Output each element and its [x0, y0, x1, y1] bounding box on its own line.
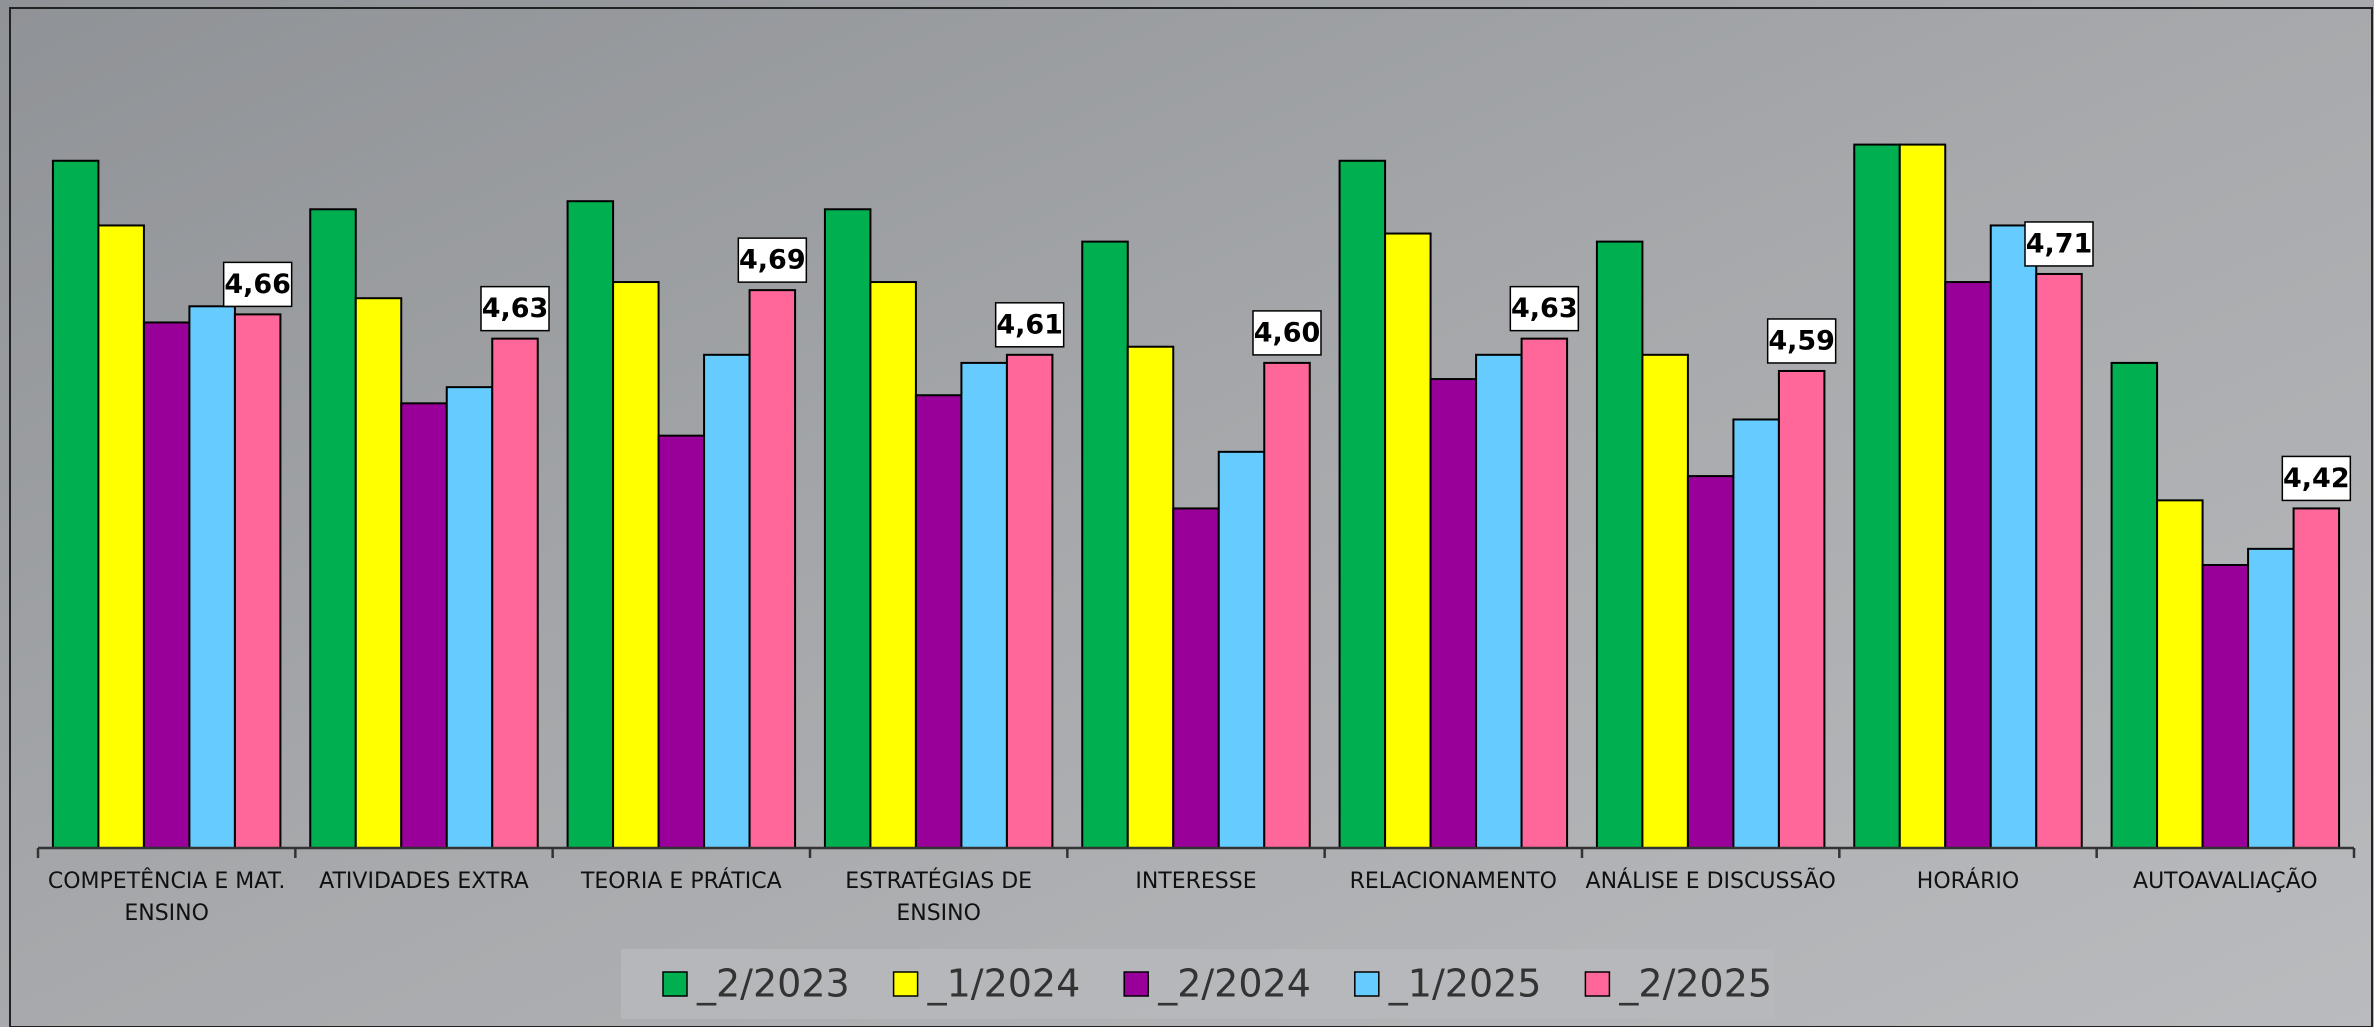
bar	[1641, 353, 1689, 849]
x-tick-label: INTERESSE	[1135, 869, 1257, 894]
data-label-box	[1252, 310, 1322, 356]
bar	[491, 337, 539, 849]
bar	[869, 281, 917, 849]
legend-swatch	[662, 971, 688, 997]
bar	[2292, 507, 2341, 849]
bar	[823, 208, 872, 849]
legend-swatch	[1584, 971, 1611, 997]
x-tick-label: TEORIA E PRÁTICA	[580, 869, 782, 894]
data-label: 4,71	[2026, 228, 2093, 259]
x-tick-label: ATIVIDADES EXTRA	[319, 869, 529, 894]
bar	[309, 208, 357, 849]
x-tick-label-box: INTERESSE	[1135, 869, 1257, 894]
bar	[1217, 450, 1266, 849]
legend-label: _2/2023	[696, 962, 850, 1006]
legend-label: _2/2024	[1157, 962, 1311, 1006]
data-label-box	[1509, 285, 1580, 332]
bar	[1853, 143, 1901, 849]
x-tick-label-box: AUTOAVALIAÇÃO	[2133, 869, 2318, 894]
bar	[1732, 418, 1780, 849]
bar	[1081, 240, 1129, 850]
bar	[445, 386, 494, 849]
bar	[914, 394, 963, 849]
bar	[51, 159, 100, 850]
bar	[612, 281, 660, 849]
x-tick-label: AUTOAVALIAÇÃO	[2133, 869, 2318, 894]
legend-label: _1/2025	[1388, 962, 1542, 1006]
x-tick-label: RELACIONAMENTO	[1349, 869, 1558, 894]
bar	[1898, 143, 1947, 849]
x-tick-label-box: RELACIONAMENTO	[1349, 869, 1558, 894]
legend-box	[621, 949, 1774, 1019]
data-label: 4,42	[2283, 463, 2350, 494]
bar	[354, 297, 403, 849]
legend-label: _2/2025	[1618, 962, 1772, 1006]
bar	[1126, 345, 1175, 849]
bar	[960, 361, 1008, 849]
data-label: 4,66	[224, 269, 291, 300]
x-tick-label: ANÁLISE E DISCUSSÃO	[1585, 869, 1836, 894]
legend-label: _1/2024	[927, 962, 1081, 1006]
x-tick-label: ESTRATÉGIAS DE ENSINO	[845, 869, 1033, 926]
bar	[1005, 353, 1054, 849]
bar	[400, 402, 448, 849]
bar	[1686, 475, 1735, 849]
bar	[233, 313, 282, 849]
bar	[188, 305, 236, 850]
data-label-box	[994, 302, 1065, 348]
bar	[2156, 499, 2204, 849]
bar	[2035, 272, 2083, 849]
data-label: 4,61	[996, 309, 1063, 340]
bar	[2201, 564, 2250, 850]
x-tick-label: HORÁRIO	[1916, 869, 2020, 894]
bar	[703, 353, 751, 849]
data-label-box	[737, 237, 808, 283]
bar	[97, 224, 145, 849]
legend-swatch	[892, 971, 919, 997]
x-tick-label-box: ATIVIDADES EXTRA	[319, 869, 529, 894]
data-label-box	[222, 261, 293, 308]
data-label: 4,59	[1768, 325, 1835, 356]
bar	[1429, 378, 1478, 849]
bar	[142, 321, 191, 849]
data-label: 4,60	[1254, 317, 1321, 348]
legend-swatch	[1123, 971, 1149, 997]
data-label: 4,63	[1511, 293, 1578, 324]
bar	[1263, 361, 1311, 849]
x-tick-label-box: HORÁRIO	[1916, 869, 2020, 894]
bar	[1989, 224, 2038, 849]
data-label-box	[1766, 318, 1837, 364]
bar	[1172, 507, 1220, 849]
x-tick-label: COMPETÊNCIA E MAT. ENSINO	[47, 869, 286, 926]
bar	[748, 289, 797, 849]
bar	[2247, 547, 2295, 849]
data-label-box	[480, 285, 550, 332]
bar	[657, 434, 706, 849]
x-tick-label-box: TEORIA E PRÁTICA	[580, 869, 782, 894]
data-label: 4,69	[739, 245, 806, 276]
bar	[1777, 369, 1826, 849]
bar	[1595, 240, 1644, 850]
bar	[1944, 281, 1992, 849]
data-label: 4,63	[482, 293, 549, 324]
legend-swatch	[1354, 971, 1380, 997]
bar	[2110, 361, 2159, 849]
x-tick-label-box: COMPETÊNCIA E MAT. ENSINO	[47, 869, 286, 926]
bar	[1384, 232, 1432, 849]
bar	[1338, 159, 1387, 850]
data-label-box	[2024, 221, 2094, 267]
bar	[566, 200, 615, 850]
x-tick-label-box: ANÁLISE E DISCUSSÃO	[1585, 869, 1836, 894]
data-label-box	[2281, 455, 2352, 502]
x-tick-label-box: ESTRATÉGIAS DE ENSINO	[845, 869, 1033, 926]
bar	[1520, 337, 1569, 849]
bar	[1475, 353, 1523, 849]
frame	[9, 7, 2373, 1027]
